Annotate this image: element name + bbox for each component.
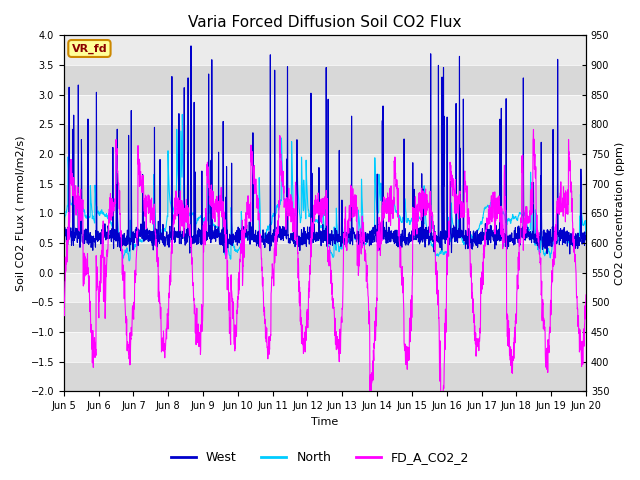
Bar xyxy=(64,243,586,273)
Bar xyxy=(64,124,586,154)
Bar xyxy=(64,65,586,95)
Bar xyxy=(64,361,586,391)
Legend: West, North, FD_A_CO2_2: West, North, FD_A_CO2_2 xyxy=(166,446,474,469)
Bar xyxy=(64,95,586,124)
Bar xyxy=(64,302,586,332)
Bar xyxy=(64,213,586,243)
X-axis label: Time: Time xyxy=(311,417,339,427)
Y-axis label: CO2 Concentration (ppm): CO2 Concentration (ppm) xyxy=(615,142,625,285)
Bar xyxy=(64,154,586,184)
Bar xyxy=(64,184,586,213)
Bar xyxy=(64,36,586,65)
Bar xyxy=(64,273,586,302)
Title: Varia Forced Diffusion Soil CO2 Flux: Varia Forced Diffusion Soil CO2 Flux xyxy=(188,15,461,30)
Y-axis label: Soil CO2 FLux ( mmol/m2/s): Soil CO2 FLux ( mmol/m2/s) xyxy=(15,135,25,291)
Text: VR_fd: VR_fd xyxy=(72,43,108,54)
Bar xyxy=(64,332,586,361)
